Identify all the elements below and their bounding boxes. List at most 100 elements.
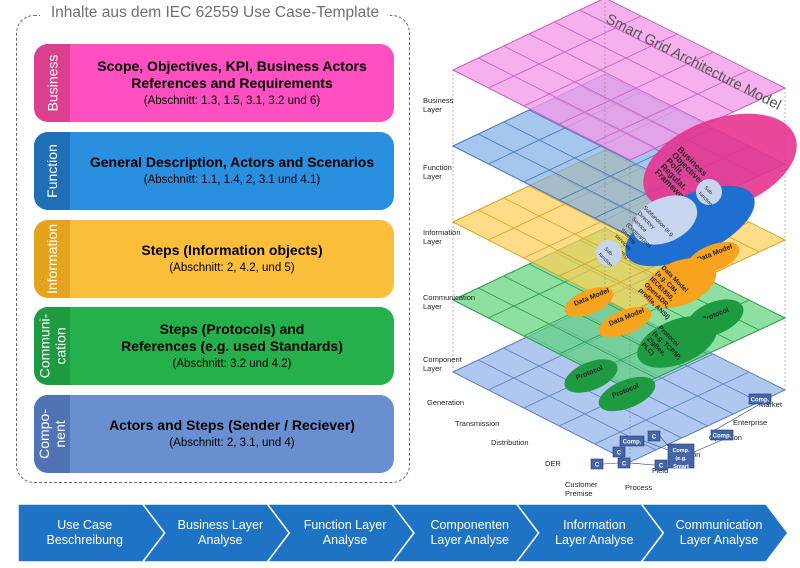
process-step-label: Use Case Beschreibung [46,518,123,547]
protocol-ellipse [564,359,618,393]
row-tab-label: Compo-nent [36,409,69,459]
domain-label: Transmission [455,419,499,428]
process-step-label: Business Layer Analyse [177,518,264,547]
data-model-ellipse [598,306,652,338]
component-label: C [617,451,622,457]
component-connector [629,462,656,466]
row-heading: Scope, Objectives, KPI, Business Actors … [97,57,367,91]
row-communication: Communi-cation Steps (Protocols) and Refe… [34,307,394,385]
zone-label: Market [759,400,783,409]
row-section-ref: (Abschnitt: 3.2 und 4.2) [172,357,292,370]
process-step-label: Communication Layer Analyse [675,518,763,547]
sgam-diagram: Smart Grid Architecture Model Business Lay… [415,0,800,500]
grid-line [523,33,678,107]
process-step-label: Componenten Layer Analyse [430,518,509,547]
domain-label: Customer Premise [565,480,598,498]
grid-line [528,33,708,125]
grid-line [478,209,657,301]
row-heading: General Description, Actors and Scenario… [89,154,375,170]
process-step-label: Information Layer Analyse [555,518,634,547]
row-body: Steps (Information objects) (Abschnitt: 2… [70,220,394,298]
row-body: Steps (Protocols) and References (e.g. u… [70,307,394,385]
row-tab-label: Function [44,144,61,198]
row-tab-label: Information [44,223,61,295]
row-function: Function General Description, Actors and … [34,132,394,210]
subfunction-label: Subfunction (e.g.DirectoryService(Contro… [608,205,676,273]
layer-label: Function Layer [423,163,452,181]
component-label: Comp. [623,440,642,446]
subfunction-bubble [696,179,722,205]
row-tab-component: Compo-nent [34,395,70,473]
grid-line [594,69,750,143]
row-body: Actors and Steps (Sender / Reciever) (Abs… [70,395,394,473]
row-information: Information Steps (Information objects) (A… [34,220,394,298]
grid-line [478,359,657,451]
process-step-label: Function Layer Analyse [303,518,387,547]
row-body: Scope, Objectives, KPI, Business Actors … [70,44,394,122]
row-heading: Steps (Protocols) and References (e.g. u… [121,320,343,354]
data-model-ellipse [564,287,614,317]
subfunction-main [632,195,698,245]
row-tab-information: Information [34,220,70,298]
component-label: Comp. [751,398,770,404]
process-step-6 [640,504,788,562]
row-section-ref: (Abschnitt: 1.1, 1.4, 2, 3.1 und 4.1) [143,174,321,186]
component-connector [714,403,761,431]
layer-label: Component Layer [423,355,463,373]
data-model-big-ellipse [643,258,717,308]
layer-label: Business Layer [423,96,454,114]
process-step-2 [141,504,291,562]
process-step-5 [515,504,665,562]
row-section-ref: (Abschnitt: 2, 3.1, und 4) [169,437,295,449]
row-section-ref: (Abschnitt: 2, 4.2, und 5) [169,262,295,274]
component-connector [693,439,723,453]
protocol-ellipse [598,376,656,412]
row-component: Compo-nent Actors and Steps (Sender / Rec… [34,395,394,473]
component-label: C [659,464,664,470]
row-section-ref: (Abschnitt: 1.3, 1.5, 3.1, 3.2 und 6) [143,94,321,107]
grid-line [488,15,642,89]
row-tab-communication: Communi-cation [34,307,70,385]
component-big-box [667,443,695,469]
grid-line [478,287,657,379]
row-tab-business: Business [34,44,70,122]
component-box [612,446,626,458]
grid-line [559,51,714,125]
grid-line [503,197,682,289]
row-tab-function: Function [34,132,70,210]
domain-label: DER [545,459,561,468]
component-label: Comp. (e.g. Smart Meter) [672,448,690,478]
row-tab-label: Communi-cation [36,313,69,379]
process-bar: Use Case Beschreibung Business Layer Anal… [18,504,788,562]
component-label: C [652,435,657,441]
zone-label: Enterprise [733,418,767,427]
domain-label: Generation [427,398,464,407]
row-tab-label: Business [44,54,60,112]
grid-line [579,9,760,101]
row-heading: Steps (Information objects) [141,242,323,258]
row-body: General Description, Actors and Scenario… [70,132,394,210]
protocol-big-ellipse [637,316,717,368]
grid-line [478,133,657,225]
grid-line [478,57,657,149]
panel-title: Inhalte aus dem IEC 62559 Use Case-Templ… [40,4,390,22]
zone-label: Process [625,483,652,492]
grid-line [503,45,682,137]
grid-line [554,21,734,113]
business-objectives-ellipse [643,113,797,215]
component-connector [659,435,669,447]
grid-line [594,371,750,445]
row-heading: Actors and Steps (Sender / Reciever) [109,417,355,433]
layer-label: Information Layer [423,228,461,246]
row-business: Business Scope, Objectives, KPI, Business… [34,44,394,122]
process-step-4 [391,504,540,562]
process-step-3 [266,504,415,562]
component-connector [602,462,619,465]
domain-label: Distribution [491,438,529,447]
component-label: Comp. [713,434,732,440]
grid-line [503,347,682,439]
component-label: C [622,462,627,468]
subfunction-bubble [596,240,622,266]
zone-label: Field [652,466,668,475]
component-label: C [595,463,600,469]
